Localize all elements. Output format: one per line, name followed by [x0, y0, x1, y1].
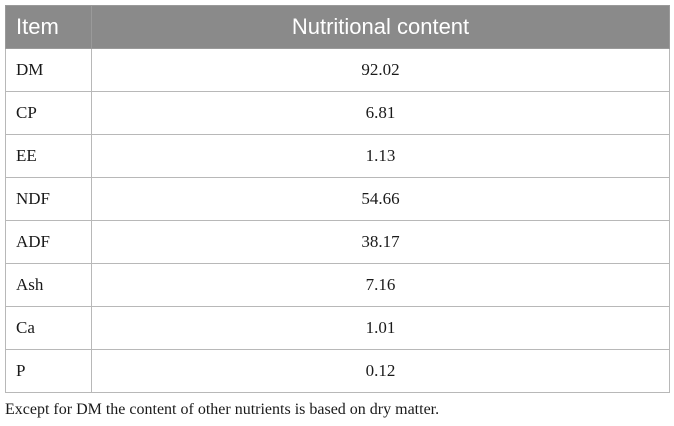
item-cell: CP — [5, 91, 92, 135]
table-row: Ca 1.01 — [5, 306, 670, 350]
item-cell: P — [5, 349, 92, 393]
header-row: Item Nutritional content — [5, 5, 670, 49]
item-cell: DM — [5, 48, 92, 92]
value-cell: 7.16 — [91, 263, 670, 307]
table-row: ADF 38.17 — [5, 220, 670, 264]
table-header: Item Nutritional content — [5, 5, 670, 49]
item-cell: NDF — [5, 177, 92, 221]
item-cell: ADF — [5, 220, 92, 264]
table-row: P 0.12 — [5, 349, 670, 393]
table-row: Ash 7.16 — [5, 263, 670, 307]
value-cell: 38.17 — [91, 220, 670, 264]
value-cell: 1.13 — [91, 134, 670, 178]
item-cell: Ca — [5, 306, 92, 350]
item-cell: Ash — [5, 263, 92, 307]
table-row: DM 92.02 — [5, 48, 670, 92]
column-header-item: Item — [5, 5, 92, 49]
value-cell: 1.01 — [91, 306, 670, 350]
table-footnote: Except for DM the content of other nutri… — [5, 401, 440, 418]
table-row: EE 1.13 — [5, 134, 670, 178]
nutrition-table: Item Nutritional content DM 92.02 CP 6.8… — [5, 5, 670, 393]
table-row: NDF 54.66 — [5, 177, 670, 221]
table-body: DM 92.02 CP 6.81 EE 1.13 NDF 54.66 ADF 3… — [5, 48, 670, 393]
value-cell: 92.02 — [91, 48, 670, 92]
column-header-nutritional-content: Nutritional content — [91, 5, 670, 49]
item-cell: EE — [5, 134, 92, 178]
value-cell: 54.66 — [91, 177, 670, 221]
value-cell: 6.81 — [91, 91, 670, 135]
table-row: CP 6.81 — [5, 91, 670, 135]
value-cell: 0.12 — [91, 349, 670, 393]
